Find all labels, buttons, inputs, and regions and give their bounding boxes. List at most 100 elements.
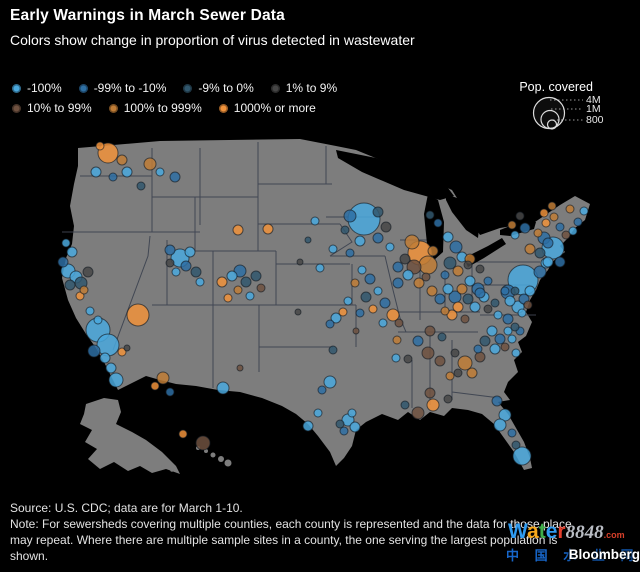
- map-bubble: [310, 216, 320, 226]
- watermark-letter: r: [557, 520, 566, 543]
- header: Early Warnings in March Sewer Data Color…: [10, 7, 415, 48]
- size-tick-800: 800: [586, 114, 604, 126]
- map-bubble: [542, 237, 554, 249]
- map-bubble: [462, 293, 474, 305]
- map-bubble: [184, 246, 196, 258]
- map-bubble: [519, 222, 531, 234]
- legend-dot: [12, 103, 21, 113]
- map-bubble: [433, 218, 443, 228]
- map-bubble: [165, 258, 175, 268]
- size-tick-1m: 1M: [586, 103, 601, 115]
- map-bubble: [469, 301, 481, 313]
- map-bubble: [456, 283, 468, 295]
- map-bubble: [250, 270, 262, 282]
- map-bubble: [440, 270, 450, 280]
- size-legend-circle-4m: [532, 96, 566, 130]
- map-bubble: [457, 355, 473, 371]
- map-bubble: [386, 308, 400, 322]
- legend-dot: [270, 83, 280, 93]
- color-legend-row-1: -100% -99% to -10% -9% to 0% 1% to 9%: [12, 81, 337, 95]
- map-bubble: [443, 394, 453, 404]
- map-bubble: [335, 419, 345, 429]
- map-bubble: [421, 346, 435, 360]
- legend-item: 1% to 9%: [270, 81, 337, 95]
- legend-item: -99% to -10%: [78, 81, 166, 95]
- map-bubble: [541, 218, 551, 228]
- map-bubble: [313, 408, 323, 418]
- map-bubble: [411, 406, 425, 420]
- bubble-layer: [57, 141, 589, 466]
- map-bubble: [82, 266, 94, 278]
- map-bubble: [523, 300, 533, 310]
- map-bubble: [440, 306, 450, 316]
- watermark-colored-letters: Water: [508, 520, 566, 543]
- legend-item: 1000% or more: [218, 101, 316, 115]
- size-tick-4m: 4M: [586, 94, 601, 106]
- map-bubble: [426, 398, 440, 412]
- map-bubble: [105, 362, 117, 374]
- map-bubble: [126, 303, 150, 327]
- watermark-chinese-text: 中 国 水 业 网: [506, 548, 640, 563]
- map-bubble: [328, 345, 338, 355]
- map-bubble: [515, 211, 525, 221]
- map-bubble: [507, 220, 517, 230]
- map-bubble: [304, 236, 312, 244]
- map-bubble: [345, 248, 355, 258]
- watermark-letter: a: [527, 520, 539, 543]
- legend-item: -100%: [12, 81, 62, 95]
- map-bubble: [378, 318, 388, 328]
- map-bubble: [512, 446, 532, 466]
- alaska-inset: [80, 398, 180, 474]
- map-bubble: [554, 256, 566, 268]
- map-bubble: [347, 408, 357, 418]
- map-bubble: [502, 313, 514, 325]
- map-bubble: [463, 260, 473, 270]
- legend-label: -100%: [27, 81, 62, 95]
- map-bubble: [349, 421, 361, 433]
- color-legend-row-2: 10% to 99% 100% to 999% 1000% or more: [12, 101, 337, 115]
- map-bubble: [226, 270, 238, 282]
- map-bubble: [245, 291, 255, 301]
- map-bubble: [394, 318, 404, 328]
- map-bubble: [392, 335, 402, 345]
- watermark-site-name: Water8848.com: [508, 520, 625, 547]
- map-bubble: [473, 344, 483, 354]
- footer: Source: U.S. CDC; data are for March 1-1…: [10, 500, 592, 564]
- map-bubble: [87, 344, 101, 358]
- map-bubble: [317, 385, 327, 395]
- legend-label: -9% to 0%: [198, 81, 254, 95]
- map-bubble: [404, 234, 420, 250]
- map-bubble: [507, 334, 517, 344]
- map-bubble: [343, 209, 357, 223]
- map-bubble: [491, 395, 503, 407]
- map-bubble: [195, 435, 211, 451]
- map-bubble: [524, 285, 536, 297]
- map-bubble: [424, 387, 436, 399]
- map-bubble: [338, 307, 348, 317]
- map-bubble: [500, 342, 510, 352]
- map-bubble: [511, 440, 521, 450]
- map-bubble: [136, 181, 146, 191]
- map-bubble: [216, 276, 228, 288]
- map-bubble: [418, 255, 438, 275]
- map-bubble: [445, 371, 455, 381]
- map-bubble: [340, 225, 350, 235]
- map-bubble: [240, 276, 252, 288]
- map-bubble: [475, 264, 485, 274]
- map-bubble: [568, 226, 578, 236]
- watermark: Water8848.com 中 国 水 业 网 Bloomberg: [506, 520, 640, 572]
- map-bubble: [294, 308, 302, 316]
- legend-item: 10% to 99%: [12, 101, 92, 115]
- map-bubble: [517, 308, 527, 318]
- map-bubble: [400, 400, 410, 410]
- map-bubble: [372, 232, 384, 244]
- map-bubble: [164, 244, 176, 256]
- map-bubble: [236, 364, 244, 372]
- map-bubble: [561, 230, 571, 240]
- map-bubble: [424, 325, 436, 337]
- map-bubble: [392, 277, 404, 289]
- map-bubble: [296, 258, 304, 266]
- map-bubble: [262, 223, 274, 235]
- map-bubble: [379, 297, 391, 309]
